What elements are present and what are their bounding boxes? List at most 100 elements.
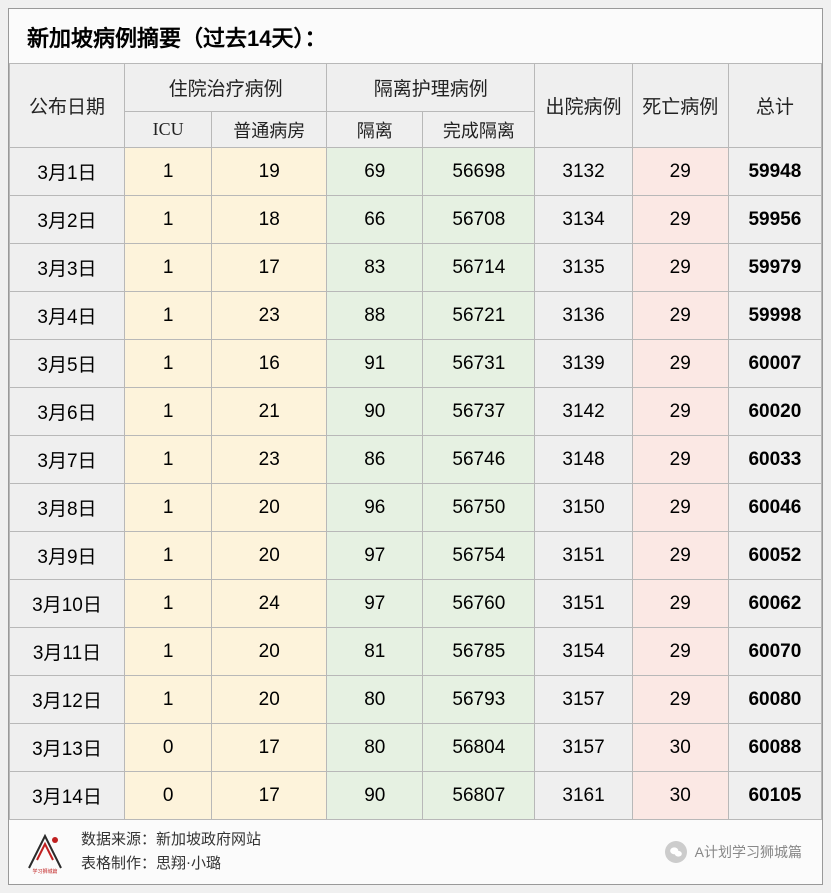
cell-iso: 88 bbox=[327, 292, 423, 340]
cell-ward: 18 bbox=[212, 196, 327, 244]
footer-right: A计划学习狮城篇 bbox=[665, 841, 802, 863]
cell-disch: 3154 bbox=[535, 628, 632, 676]
cell-death: 29 bbox=[632, 388, 728, 436]
footer-left: 学习狮城篇 数据来源：新加坡政府网站 表格制作：思翔·小璐 bbox=[23, 828, 261, 876]
cell-disch: 3135 bbox=[535, 244, 632, 292]
cell-death: 29 bbox=[632, 292, 728, 340]
cell-done: 56731 bbox=[423, 340, 535, 388]
cell-icu: 1 bbox=[125, 628, 212, 676]
header-icu: ICU bbox=[125, 112, 212, 148]
cell-iso: 66 bbox=[327, 196, 423, 244]
cell-done: 56746 bbox=[423, 436, 535, 484]
cell-icu: 0 bbox=[125, 772, 212, 820]
cell-disch: 3139 bbox=[535, 340, 632, 388]
cell-iso: 69 bbox=[327, 148, 423, 196]
header-death: 死亡病例 bbox=[632, 64, 728, 148]
cell-disch: 3151 bbox=[535, 580, 632, 628]
cell-total: 60088 bbox=[728, 724, 821, 772]
cell-iso: 91 bbox=[327, 340, 423, 388]
footer: 学习狮城篇 数据来源：新加坡政府网站 表格制作：思翔·小璐 A计划学习狮城篇 bbox=[9, 820, 822, 884]
cell-iso: 96 bbox=[327, 484, 423, 532]
cell-date: 3月11日 bbox=[10, 628, 125, 676]
cell-ward: 23 bbox=[212, 292, 327, 340]
cell-iso: 86 bbox=[327, 436, 423, 484]
cell-iso: 90 bbox=[327, 772, 423, 820]
cell-iso: 83 bbox=[327, 244, 423, 292]
cell-date: 3月9日 bbox=[10, 532, 125, 580]
cell-death: 29 bbox=[632, 244, 728, 292]
cell-icu: 1 bbox=[125, 340, 212, 388]
cell-done: 56737 bbox=[423, 388, 535, 436]
cell-total: 60007 bbox=[728, 340, 821, 388]
cell-death: 29 bbox=[632, 580, 728, 628]
cell-disch: 3161 bbox=[535, 772, 632, 820]
cell-icu: 1 bbox=[125, 148, 212, 196]
cell-ward: 24 bbox=[212, 580, 327, 628]
cell-ward: 20 bbox=[212, 532, 327, 580]
table-title: 新加坡病例摘要（过去14天）： bbox=[9, 9, 822, 63]
cell-disch: 3148 bbox=[535, 436, 632, 484]
cell-total: 60046 bbox=[728, 484, 821, 532]
wechat-icon bbox=[665, 841, 687, 863]
cell-total: 60033 bbox=[728, 436, 821, 484]
table-row: 3月10日124975676031512960062 bbox=[10, 580, 822, 628]
cell-disch: 3134 bbox=[535, 196, 632, 244]
table-row: 3月7日123865674631482960033 bbox=[10, 436, 822, 484]
cell-icu: 1 bbox=[125, 580, 212, 628]
cell-death: 29 bbox=[632, 436, 728, 484]
header-isolation-done: 完成隔离 bbox=[423, 112, 535, 148]
table-row: 3月2日118665670831342959956 bbox=[10, 196, 822, 244]
header-date: 公布日期 bbox=[10, 64, 125, 148]
cell-ward: 21 bbox=[212, 388, 327, 436]
maker-label: 表格制作： bbox=[81, 856, 156, 872]
table-body: 3月1日1196956698313229599483月2日11866567083… bbox=[10, 148, 822, 820]
cell-icu: 1 bbox=[125, 388, 212, 436]
cell-done: 56721 bbox=[423, 292, 535, 340]
cell-disch: 3132 bbox=[535, 148, 632, 196]
table-row: 3月3日117835671431352959979 bbox=[10, 244, 822, 292]
cell-icu: 1 bbox=[125, 292, 212, 340]
source-value: 新加坡政府网站 bbox=[156, 832, 261, 848]
cell-death: 29 bbox=[632, 196, 728, 244]
cell-ward: 16 bbox=[212, 340, 327, 388]
cell-total: 60070 bbox=[728, 628, 821, 676]
cell-date: 3月1日 bbox=[10, 148, 125, 196]
header-discharged: 出院病例 bbox=[535, 64, 632, 148]
table-row: 3月9日120975675431512960052 bbox=[10, 532, 822, 580]
cell-total: 60020 bbox=[728, 388, 821, 436]
source-label: 数据来源： bbox=[81, 832, 156, 848]
cell-disch: 3142 bbox=[535, 388, 632, 436]
cell-icu: 0 bbox=[125, 724, 212, 772]
cases-table: 公布日期 住院治疗病例 隔离护理病例 出院病例 死亡病例 总计 ICU 普通病房… bbox=[9, 63, 822, 820]
table-row: 3月1日119695669831322959948 bbox=[10, 148, 822, 196]
cell-done: 56708 bbox=[423, 196, 535, 244]
cell-ward: 17 bbox=[212, 772, 327, 820]
table-row: 3月12日120805679331572960080 bbox=[10, 676, 822, 724]
cell-done: 56714 bbox=[423, 244, 535, 292]
table-row: 3月6日121905673731422960020 bbox=[10, 388, 822, 436]
channel-name: A计划学习狮城篇 bbox=[695, 842, 802, 862]
cell-total: 59956 bbox=[728, 196, 821, 244]
cell-disch: 3136 bbox=[535, 292, 632, 340]
cell-disch: 3157 bbox=[535, 724, 632, 772]
cell-iso: 80 bbox=[327, 724, 423, 772]
cell-ward: 19 bbox=[212, 148, 327, 196]
cell-total: 60052 bbox=[728, 532, 821, 580]
cell-date: 3月3日 bbox=[10, 244, 125, 292]
cell-done: 56698 bbox=[423, 148, 535, 196]
cell-ward: 20 bbox=[212, 484, 327, 532]
cell-total: 60105 bbox=[728, 772, 821, 820]
footer-text: 数据来源：新加坡政府网站 表格制作：思翔·小璐 bbox=[81, 828, 261, 876]
cell-total: 60080 bbox=[728, 676, 821, 724]
cell-disch: 3150 bbox=[535, 484, 632, 532]
logo-icon: 学习狮城篇 bbox=[23, 830, 67, 874]
cell-date: 3月12日 bbox=[10, 676, 125, 724]
cell-iso: 90 bbox=[327, 388, 423, 436]
cell-disch: 3151 bbox=[535, 532, 632, 580]
cell-disch: 3157 bbox=[535, 676, 632, 724]
cell-death: 29 bbox=[632, 676, 728, 724]
cell-death: 29 bbox=[632, 628, 728, 676]
cell-date: 3月6日 bbox=[10, 388, 125, 436]
cell-date: 3月5日 bbox=[10, 340, 125, 388]
table-row: 3月4日123885672131362959998 bbox=[10, 292, 822, 340]
